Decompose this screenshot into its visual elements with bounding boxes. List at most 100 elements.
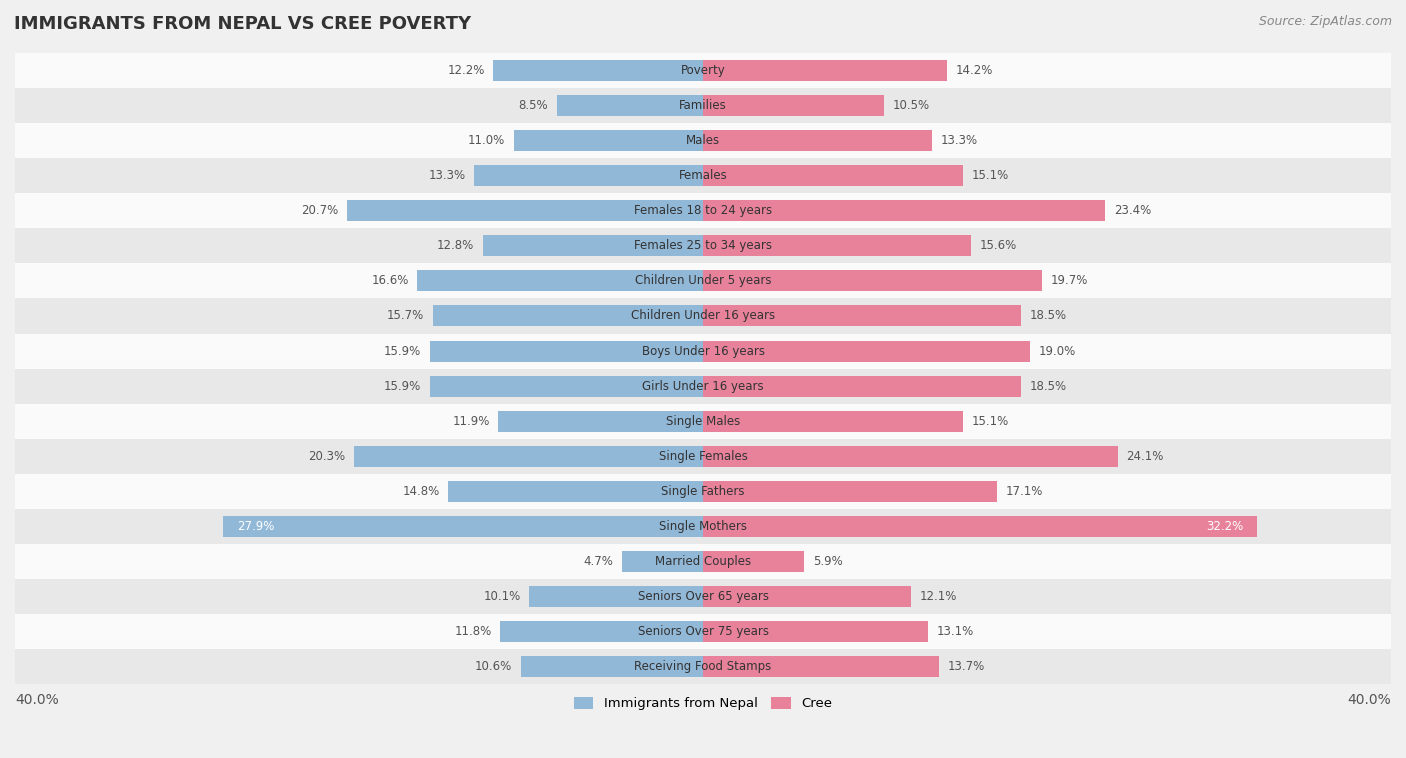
Bar: [15, 474, 1391, 509]
Text: 14.8%: 14.8%: [402, 485, 440, 498]
Text: 10.5%: 10.5%: [893, 99, 929, 112]
Bar: [703, 516, 1257, 537]
Bar: [703, 656, 939, 677]
Text: Males: Males: [686, 134, 720, 147]
Bar: [703, 340, 1029, 362]
Bar: [623, 551, 703, 572]
Text: Source: ZipAtlas.com: Source: ZipAtlas.com: [1258, 15, 1392, 28]
Bar: [449, 481, 703, 502]
Text: Single Fathers: Single Fathers: [661, 485, 745, 498]
Text: 17.1%: 17.1%: [1005, 485, 1043, 498]
Bar: [429, 376, 703, 396]
Text: 32.2%: 32.2%: [1206, 520, 1243, 533]
Bar: [520, 656, 703, 677]
Bar: [703, 411, 963, 432]
Bar: [347, 200, 703, 221]
Text: 18.5%: 18.5%: [1029, 380, 1067, 393]
Text: 20.3%: 20.3%: [308, 449, 346, 463]
Text: 12.1%: 12.1%: [920, 590, 957, 603]
Text: 16.6%: 16.6%: [371, 274, 409, 287]
Text: 24.1%: 24.1%: [1126, 449, 1164, 463]
Text: Females 25 to 34 years: Females 25 to 34 years: [634, 240, 772, 252]
Text: Females: Females: [679, 169, 727, 182]
Text: 23.4%: 23.4%: [1114, 204, 1152, 218]
Bar: [15, 439, 1391, 474]
Text: 11.8%: 11.8%: [454, 625, 492, 638]
Bar: [15, 404, 1391, 439]
Text: 27.9%: 27.9%: [236, 520, 274, 533]
Bar: [15, 193, 1391, 228]
Bar: [15, 299, 1391, 334]
Text: 20.7%: 20.7%: [301, 204, 339, 218]
Bar: [703, 446, 1118, 467]
Text: IMMIGRANTS FROM NEPAL VS CREE POVERTY: IMMIGRANTS FROM NEPAL VS CREE POVERTY: [14, 15, 471, 33]
Bar: [703, 551, 804, 572]
Text: Children Under 16 years: Children Under 16 years: [631, 309, 775, 322]
Text: 15.7%: 15.7%: [387, 309, 425, 322]
Text: Females 18 to 24 years: Females 18 to 24 years: [634, 204, 772, 218]
Text: 10.1%: 10.1%: [484, 590, 520, 603]
Bar: [15, 614, 1391, 649]
Text: Single Mothers: Single Mothers: [659, 520, 747, 533]
Bar: [703, 235, 972, 256]
Text: 11.0%: 11.0%: [468, 134, 505, 147]
Text: Families: Families: [679, 99, 727, 112]
Bar: [513, 130, 703, 151]
Text: 14.2%: 14.2%: [956, 64, 993, 77]
Text: Single Males: Single Males: [666, 415, 740, 428]
Bar: [15, 263, 1391, 299]
Bar: [15, 509, 1391, 544]
Bar: [15, 579, 1391, 614]
Legend: Immigrants from Nepal, Cree: Immigrants from Nepal, Cree: [568, 691, 838, 716]
Bar: [703, 481, 997, 502]
Text: 15.1%: 15.1%: [972, 169, 1008, 182]
Text: Seniors Over 75 years: Seniors Over 75 years: [637, 625, 769, 638]
Bar: [15, 158, 1391, 193]
Bar: [703, 60, 948, 81]
Bar: [703, 95, 883, 116]
Text: 8.5%: 8.5%: [519, 99, 548, 112]
Text: 13.3%: 13.3%: [941, 134, 977, 147]
Text: Receiving Food Stamps: Receiving Food Stamps: [634, 660, 772, 673]
Bar: [224, 516, 703, 537]
Bar: [15, 123, 1391, 158]
Bar: [529, 586, 703, 607]
Bar: [15, 53, 1391, 88]
Bar: [703, 130, 932, 151]
Text: 4.7%: 4.7%: [583, 555, 613, 568]
Bar: [494, 60, 703, 81]
Text: Girls Under 16 years: Girls Under 16 years: [643, 380, 763, 393]
Text: Single Females: Single Females: [658, 449, 748, 463]
Bar: [15, 544, 1391, 579]
Text: 15.9%: 15.9%: [384, 345, 420, 358]
Text: 19.0%: 19.0%: [1039, 345, 1076, 358]
Text: 15.6%: 15.6%: [980, 240, 1017, 252]
Bar: [15, 368, 1391, 404]
Text: Married Couples: Married Couples: [655, 555, 751, 568]
Bar: [703, 586, 911, 607]
Bar: [482, 235, 703, 256]
Text: 40.0%: 40.0%: [15, 693, 59, 707]
Bar: [703, 305, 1021, 327]
Bar: [703, 271, 1042, 291]
Text: 15.9%: 15.9%: [384, 380, 420, 393]
Bar: [15, 334, 1391, 368]
Bar: [429, 340, 703, 362]
Bar: [474, 165, 703, 186]
Text: 11.9%: 11.9%: [453, 415, 489, 428]
Bar: [15, 228, 1391, 263]
Bar: [703, 165, 963, 186]
Text: 19.7%: 19.7%: [1050, 274, 1088, 287]
Text: 40.0%: 40.0%: [1347, 693, 1391, 707]
Text: 13.7%: 13.7%: [948, 660, 984, 673]
Text: 15.1%: 15.1%: [972, 415, 1008, 428]
Bar: [703, 621, 928, 642]
Text: 10.6%: 10.6%: [475, 660, 512, 673]
Bar: [703, 200, 1105, 221]
Text: Poverty: Poverty: [681, 64, 725, 77]
Text: 18.5%: 18.5%: [1029, 309, 1067, 322]
Bar: [501, 621, 703, 642]
Bar: [433, 305, 703, 327]
Bar: [15, 88, 1391, 123]
Bar: [557, 95, 703, 116]
